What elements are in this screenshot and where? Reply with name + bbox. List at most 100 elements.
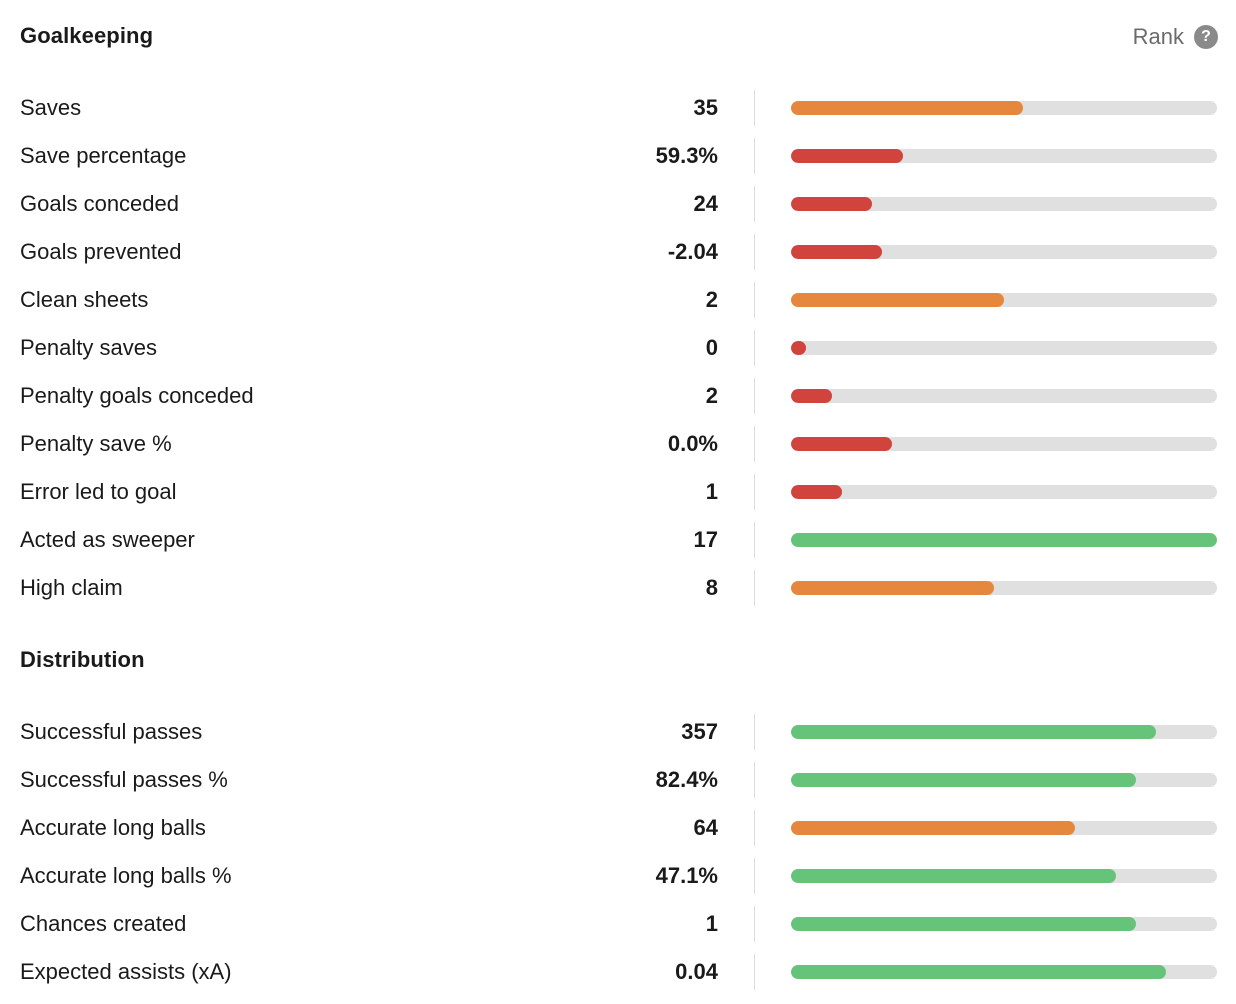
- stat-value: 24: [693, 191, 718, 216]
- stat-label: Save percentage: [20, 143, 187, 168]
- stat-row: Accurate long balls % 47.1%: [0, 852, 1236, 900]
- stat-divider: [754, 906, 755, 942]
- rank-bar-fill: [791, 293, 1004, 307]
- stat-value: 47.1%: [655, 863, 718, 888]
- stat-row: Save percentage 59.3%: [0, 132, 1236, 180]
- stat-divider: [754, 282, 755, 318]
- stat-row: Clean sheets 2: [0, 276, 1236, 324]
- stat-divider: [754, 954, 755, 990]
- stat-value: 1: [705, 911, 718, 936]
- stat-row: Acted as sweeper 17: [0, 516, 1236, 564]
- stat-divider: [754, 570, 755, 606]
- rank-bar-track: [791, 437, 1217, 451]
- stat-value: 35: [693, 95, 718, 120]
- rank-label: Rank: [1132, 24, 1184, 49]
- stat-row: Expected assists (xA) 0.04: [0, 948, 1236, 996]
- stat-label: Clean sheets: [20, 287, 149, 312]
- stat-row: Successful passes 357: [0, 708, 1236, 756]
- rank-bar-track: [791, 773, 1217, 787]
- rank-bar-fill: [791, 821, 1076, 835]
- stat-value: 59.3%: [655, 143, 718, 168]
- stat-label: Accurate long balls %: [20, 863, 232, 888]
- stat-value: 0.0%: [667, 431, 718, 456]
- stat-divider: [754, 138, 755, 174]
- stat-row: Goals prevented -2.04: [0, 228, 1236, 276]
- rank-bar-track: [791, 581, 1217, 595]
- stat-row: Accurate long balls 64: [0, 804, 1236, 852]
- stat-label: Penalty goals conceded: [20, 383, 254, 408]
- rank-bar-fill: [791, 485, 843, 499]
- rank-bar-fill: [791, 197, 872, 211]
- stat-divider: [754, 858, 755, 894]
- stat-label: Goals prevented: [20, 239, 182, 264]
- stat-row: Penalty saves 0: [0, 324, 1236, 372]
- rank-bar-fill: [791, 437, 892, 451]
- rank-bar-track: [791, 293, 1217, 307]
- stat-divider: [754, 810, 755, 846]
- stat-value: 82.4%: [655, 767, 718, 792]
- stat-value: 17: [693, 527, 718, 552]
- stat-row: Error led to goal 1: [0, 468, 1236, 516]
- stat-label: Penalty save %: [20, 431, 172, 456]
- stat-row: Successful passes % 82.4%: [0, 756, 1236, 804]
- rank-header: Rank ?: [1133, 24, 1218, 50]
- rank-bar-fill: [791, 101, 1024, 115]
- rank-bar-track: [791, 245, 1217, 259]
- stat-divider: [754, 330, 755, 366]
- rank-bar-fill: [791, 341, 806, 355]
- rank-bar-fill: [791, 725, 1157, 739]
- stat-divider: [754, 234, 755, 270]
- rank-bar-track: [791, 869, 1217, 883]
- stat-label: Successful passes: [20, 719, 203, 744]
- rank-bar-track: [791, 341, 1217, 355]
- rank-bar-fill: [791, 581, 995, 595]
- stat-divider: [754, 186, 755, 222]
- rank-bar-track: [791, 101, 1217, 115]
- stat-divider: [754, 90, 755, 126]
- stat-divider: [754, 378, 755, 414]
- rank-bar-fill: [791, 917, 1137, 931]
- stat-divider: [754, 426, 755, 462]
- rank-bar-track: [791, 917, 1217, 931]
- stat-label: Error led to goal: [20, 479, 177, 504]
- rank-bar-track: [791, 821, 1217, 835]
- stat-label: Goals conceded: [20, 191, 179, 216]
- rank-bar-track: [791, 533, 1217, 547]
- stat-label: Successful passes %: [20, 767, 228, 792]
- rank-bar-fill: [791, 773, 1137, 787]
- goalkeeping-stat-list: Saves 35 Save percentage 59.3% Goals concede…: [0, 84, 1236, 612]
- rank-bar-fill: [791, 869, 1117, 883]
- stat-label: Chances created: [20, 911, 187, 936]
- stat-value: 0.04: [675, 959, 718, 984]
- stat-value: 357: [681, 719, 718, 744]
- stat-value: 1: [705, 479, 718, 504]
- stat-label: Accurate long balls: [20, 815, 206, 840]
- stat-value: -2.04: [667, 239, 718, 264]
- rank-bar-fill: [791, 149, 904, 163]
- rank-bar-track: [791, 389, 1217, 403]
- rank-bar-fill: [791, 245, 883, 259]
- stat-value: 64: [693, 815, 718, 840]
- stat-row: Chances created 1: [0, 900, 1236, 948]
- stat-row: Penalty goals conceded 2: [0, 372, 1236, 420]
- stat-value: 8: [705, 575, 718, 600]
- stat-label: Expected assists (xA): [20, 959, 232, 984]
- stat-divider: [754, 714, 755, 750]
- rank-bar-track: [791, 149, 1217, 163]
- distribution-stat-list: Successful passes 357 Successful passes % 8…: [0, 708, 1236, 996]
- rank-bar-fill: [791, 533, 1217, 547]
- stat-row: Saves 35: [0, 84, 1236, 132]
- rank-bar-track: [791, 485, 1217, 499]
- stat-divider: [754, 762, 755, 798]
- rank-bar-track: [791, 965, 1217, 979]
- stat-row: Penalty save % 0.0%: [0, 420, 1236, 468]
- rank-bar-fill: [791, 965, 1166, 979]
- question-mark-icon[interactable]: ?: [1194, 25, 1218, 49]
- stat-label: Saves: [20, 95, 82, 120]
- stat-value: 0: [705, 335, 718, 360]
- goalkeeping-section-title: Goalkeeping: [20, 23, 154, 48]
- rank-bar-track: [791, 197, 1217, 211]
- stat-label: High claim: [20, 575, 123, 600]
- stat-label: Acted as sweeper: [20, 527, 195, 552]
- stat-row: Goals conceded 24: [0, 180, 1236, 228]
